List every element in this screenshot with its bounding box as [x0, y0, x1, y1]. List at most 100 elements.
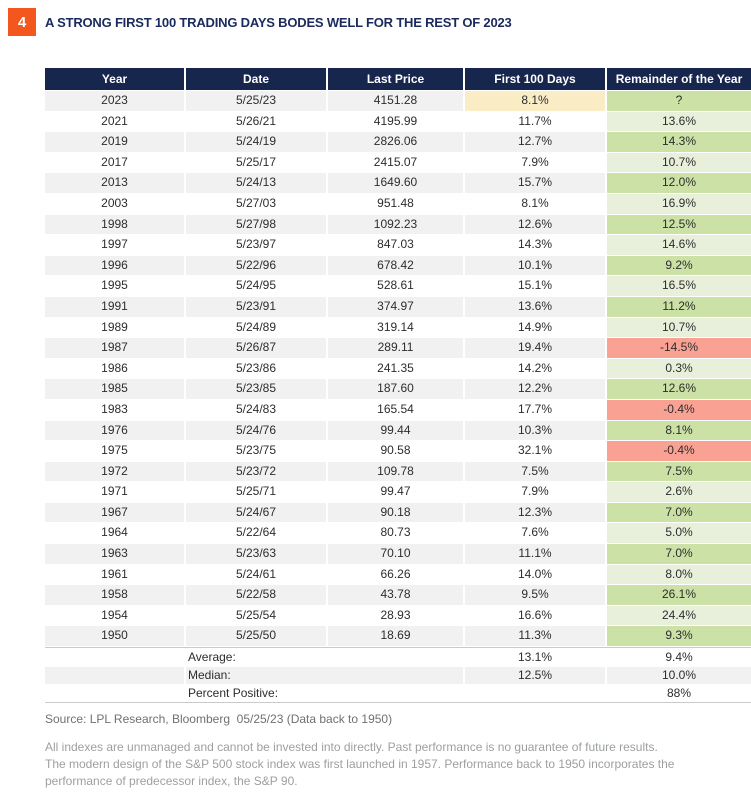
summary-label: Percent Positive: [186, 684, 463, 702]
cell-date: 5/24/95 [186, 276, 326, 296]
table-row-1950: 1950 5/25/50 18.69 11.3% 9.3% [45, 626, 751, 647]
table-row-1971: 1971 5/25/71 99.47 7.9% 2.6% [45, 482, 751, 502]
cell-remainder: -0.4% [607, 399, 751, 420]
cell-date: 5/23/63 [186, 544, 326, 564]
cell-first-100-days: 32.1% [465, 441, 605, 461]
table-row-2013: 2013 5/24/13 1649.60 15.7% 12.0% [45, 173, 751, 193]
cell-year: 2019 [45, 132, 184, 152]
cell-last-price: 28.93 [328, 605, 463, 626]
cell-remainder: 88% [607, 684, 751, 702]
table-row-2019: 2019 5/24/19 2826.06 12.7% 14.3% [45, 132, 751, 152]
cell-remainder: 13.6% [607, 111, 751, 132]
column-header-date: Date [186, 68, 326, 90]
cell-first-100-days [465, 684, 605, 702]
cell-first-100-days: 7.6% [465, 523, 605, 544]
cell-first-100-days: 17.7% [465, 399, 605, 420]
cell-remainder: 7.5% [607, 461, 751, 482]
cell-first-100-days: 9.5% [465, 585, 605, 605]
cell-remainder: 8.1% [607, 420, 751, 441]
table-row-2023: 2023 5/25/23 4151.28 8.1%? [45, 91, 751, 111]
cell-date: 5/24/89 [186, 317, 326, 338]
table-row-1975: 1975 5/23/75 90.58 32.1% -0.4% [45, 441, 751, 461]
cell-last-price: 951.48 [328, 193, 463, 214]
cell-date: 5/25/71 [186, 482, 326, 502]
table-row-1961: 1961 5/24/61 66.26 14.0% 8.0% [45, 564, 751, 585]
cell-first-100-days: 14.0% [465, 564, 605, 585]
cell-date: 5/25/23 [186, 91, 326, 111]
cell-year: 1985 [45, 379, 184, 399]
cell-remainder: 14.3% [607, 132, 751, 152]
footer: Source: LPL Research, Bloomberg 05/25/23… [45, 712, 745, 790]
cell-last-price: 2415.07 [328, 152, 463, 173]
cell-date: 5/25/54 [186, 605, 326, 626]
cell-first-100-days: 12.5% [465, 666, 605, 684]
cell-remainder: 7.0% [607, 502, 751, 523]
disclaimer-line: All indexes are unmanaged and cannot be … [45, 740, 658, 754]
cell-year: 1958 [45, 585, 184, 605]
cell-remainder: 9.3% [607, 626, 751, 647]
cell-last-price: 847.03 [328, 235, 463, 255]
table-body: 2023 5/25/23 4151.28 8.1%? 2021 5/26/21 4195.9… [45, 91, 751, 704]
table-row-1985: 1985 5/23/85 187.60 12.2% 12.6% [45, 379, 751, 399]
cell-last-price: 319.14 [328, 317, 463, 338]
summary-row-average: Average: 13.1% 9.4% [45, 649, 751, 666]
cell-year: 1987 [45, 338, 184, 358]
cell-remainder: 0.3% [607, 358, 751, 379]
source-note: Source: LPL Research, Bloomberg 05/25/23… [45, 712, 393, 726]
cell-last-price: 1092.23 [328, 214, 463, 235]
cell-empty [45, 684, 184, 702]
cell-first-100-days: 15.7% [465, 173, 605, 193]
cell-last-price: 187.60 [328, 379, 463, 399]
cell-first-100-days: 7.9% [465, 152, 605, 173]
cell-first-100-days: 16.6% [465, 605, 605, 626]
cell-last-price: 99.47 [328, 482, 463, 502]
cell-first-100-days: 11.1% [465, 544, 605, 564]
cell-last-price: 66.26 [328, 564, 463, 585]
cell-remainder: 12.5% [607, 214, 751, 235]
cell-first-100-days: 12.6% [465, 214, 605, 235]
cell-remainder: 14.6% [607, 235, 751, 255]
cell-remainder: 12.0% [607, 173, 751, 193]
cell-last-price: 4195.99 [328, 111, 463, 132]
figure-title: A STRONG FIRST 100 TRADING DAYS BODES WE… [45, 15, 512, 30]
table-row-1987: 1987 5/26/87 289.11 19.4% -14.5% [45, 338, 751, 358]
cell-year: 1976 [45, 420, 184, 441]
cell-remainder: 10.0% [607, 666, 751, 684]
column-header-year: Year [45, 68, 184, 90]
cell-first-100-days: 12.2% [465, 379, 605, 399]
cell-last-price: 18.69 [328, 626, 463, 647]
cell-year: 2021 [45, 111, 184, 132]
table-row-1958: 1958 5/22/58 43.78 9.5% 26.1% [45, 585, 751, 605]
cell-last-price: 109.78 [328, 461, 463, 482]
cell-last-price: 90.58 [328, 441, 463, 461]
cell-last-price: 90.18 [328, 502, 463, 523]
cell-date: 5/23/75 [186, 441, 326, 461]
cell-date: 5/24/67 [186, 502, 326, 523]
cell-date: 5/26/21 [186, 111, 326, 132]
cell-last-price: 2826.06 [328, 132, 463, 152]
table-row-1976: 1976 5/24/76 99.44 10.3% 8.1% [45, 420, 751, 441]
cell-last-price: 528.61 [328, 276, 463, 296]
cell-remainder: 2.6% [607, 482, 751, 502]
cell-first-100-days: 11.3% [465, 626, 605, 647]
cell-first-100-days: 13.1% [465, 649, 605, 666]
cell-first-100-days: 14.2% [465, 358, 605, 379]
cell-date: 5/24/61 [186, 564, 326, 585]
cell-first-100-days: 15.1% [465, 276, 605, 296]
table-row-1998: 1998 5/27/98 1092.23 12.6% 12.5% [45, 214, 751, 235]
cell-year: 1995 [45, 276, 184, 296]
cell-date: 5/23/97 [186, 235, 326, 255]
cell-year: 1972 [45, 461, 184, 482]
cell-year: 1971 [45, 482, 184, 502]
cell-last-price: 289.11 [328, 338, 463, 358]
cell-year: 1991 [45, 296, 184, 317]
summary-label: Average: [186, 649, 463, 666]
cell-first-100-days: 13.6% [465, 296, 605, 317]
cell-remainder: 9.4% [607, 649, 751, 666]
cell-remainder: ? [607, 91, 751, 111]
cell-empty [45, 666, 184, 684]
cell-first-100-days: 8.1% [465, 193, 605, 214]
cell-first-100-days: 7.9% [465, 482, 605, 502]
table-row-1954: 1954 5/25/54 28.93 16.6% 24.4% [45, 605, 751, 626]
table-row-1964: 1964 5/22/64 80.73 7.6% 5.0% [45, 523, 751, 544]
